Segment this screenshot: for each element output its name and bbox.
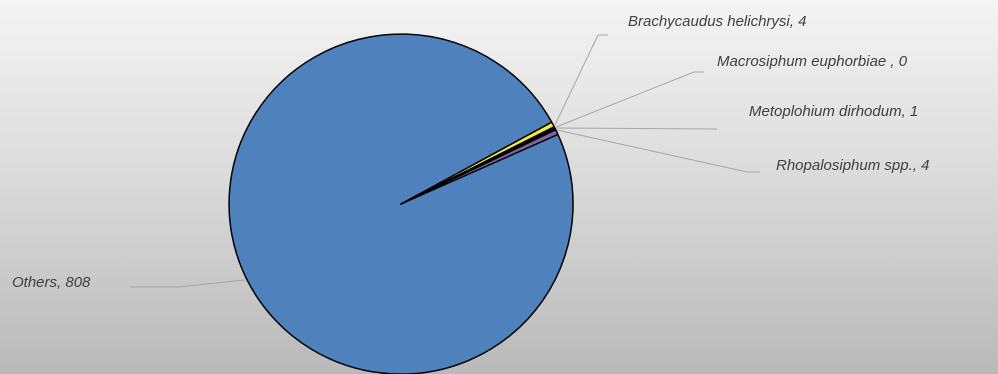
leader-line-others — [130, 279, 246, 288]
leader-line-macrosiphum-euphorbiae — [555, 71, 704, 128]
pie-slice-rhopalosiphum-spp — [400, 128, 559, 205]
pie-slices — [228, 33, 574, 374]
data-label-others: Others, 808 — [12, 274, 91, 291]
data-labels: Others, 808 Brachycaudus helichrysi, 4 M… — [12, 13, 929, 291]
leader-lines — [130, 34, 760, 288]
data-label-macrosiphum-euphorbiae: Macrosiphum euphorbiae , 0 — [717, 53, 908, 70]
leader-line-metoplohium-dirhodum — [556, 127, 718, 130]
data-label-rhopalosiphum-spp: Rhopalosiphum spp., 4 — [776, 157, 929, 174]
data-label-brachycaudus-helichrysi: Brachycaudus helichrysi, 4 — [628, 13, 806, 30]
data-label-metoplohium-dirhodum: Metoplohium dirhodum, 1 — [749, 103, 918, 120]
leader-line-brachycaudus-helichrysi — [554, 34, 608, 126]
leader-line-rhopalosiphum-spp — [556, 129, 760, 173]
